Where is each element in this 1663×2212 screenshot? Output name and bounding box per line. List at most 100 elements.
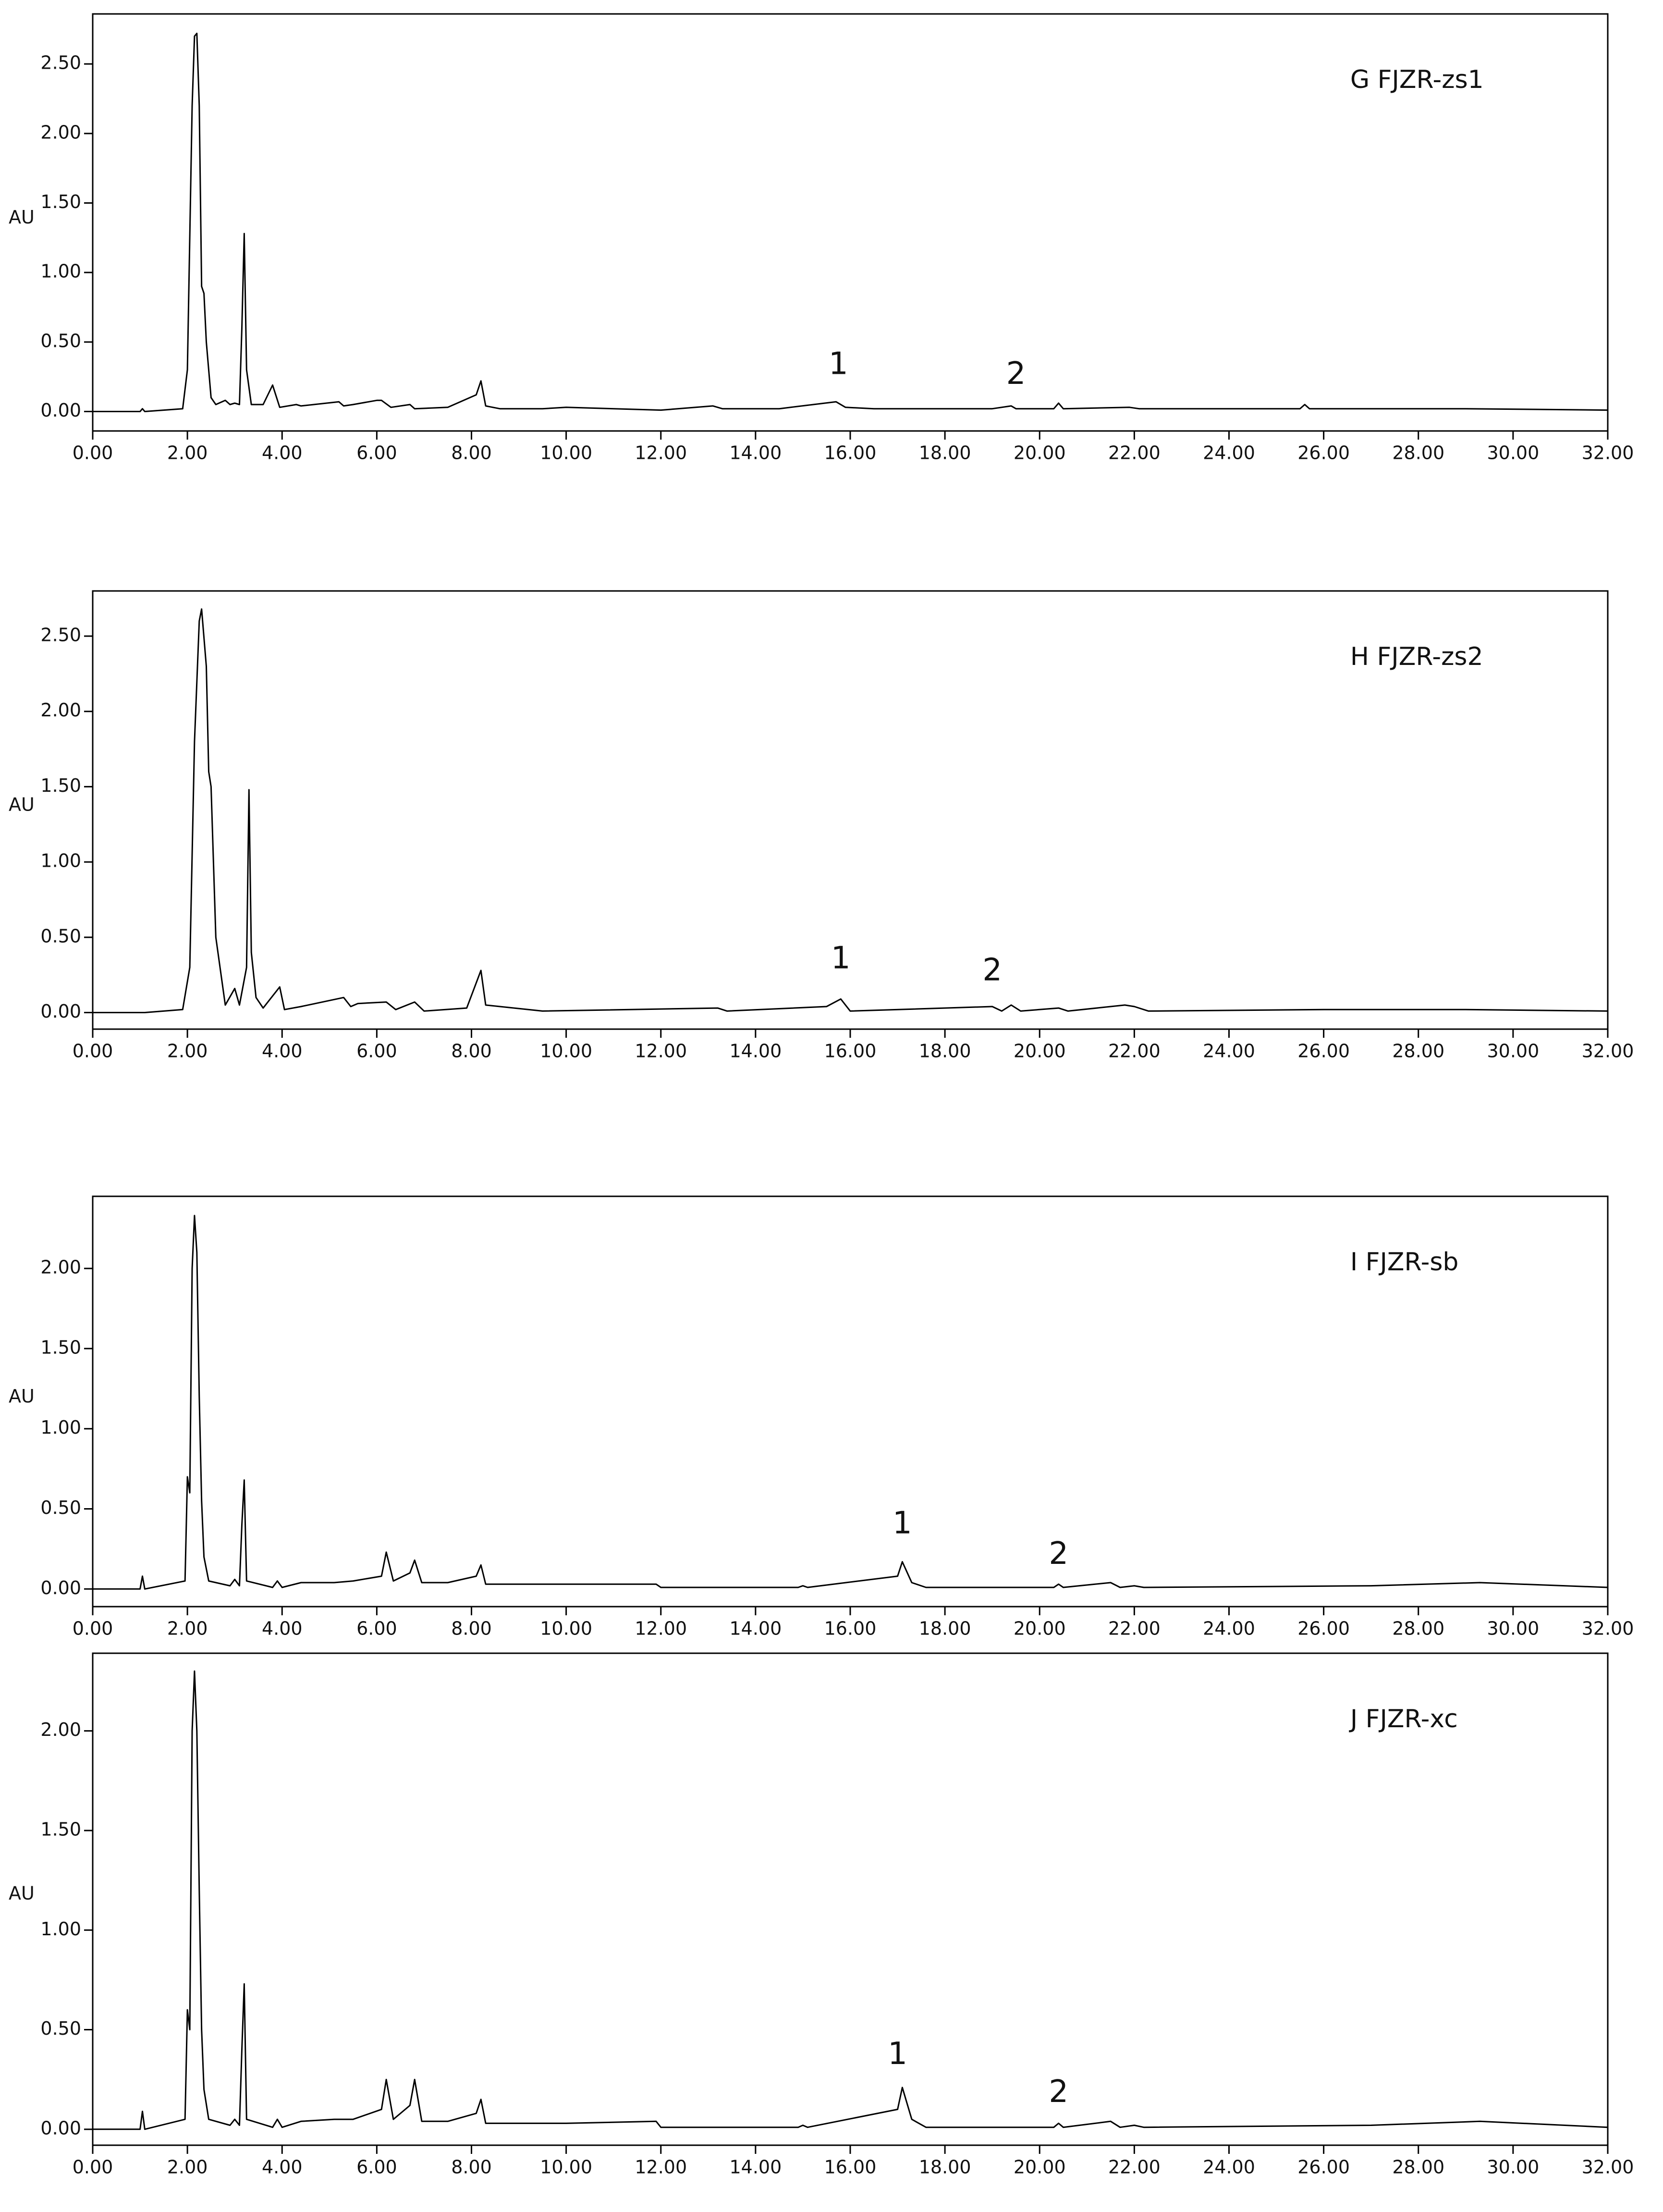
y-tick-label: 0.00 [40,2117,81,2138]
x-tick-label: 14.00 [729,2157,782,2178]
x-tick-label: 10.00 [540,1618,592,1639]
x-tick-label: 0.00 [73,442,113,464]
y-tick-label: 0.50 [40,1497,81,1518]
y-axis-label: AU [9,1882,35,1904]
x-tick-label: 4.00 [262,1618,303,1639]
x-tick-label: 6.00 [356,442,397,464]
peak-label: 1 [888,2036,907,2072]
y-tick-label: 1.50 [40,775,81,796]
x-tick-label: 0.00 [73,1618,113,1639]
x-tick-label: 12.00 [635,1618,687,1639]
x-tick-label: 18.00 [919,1041,971,1062]
x-tick-label: 26.00 [1297,1041,1350,1062]
y-tick-label: 2.00 [40,700,81,721]
x-tick-label: 18.00 [919,442,971,464]
peak-label: 2 [1006,356,1026,392]
x-tick-label: 2.00 [167,1618,208,1639]
y-tick-label: 2.00 [40,1257,81,1278]
x-tick-label: 10.00 [540,2157,592,2178]
y-tick-label: 0.00 [40,400,81,421]
x-tick-label: 18.00 [919,1618,971,1639]
y-axis-label: AU [9,794,35,815]
x-tick-label: 14.00 [729,1041,782,1062]
y-tick-label: 2.50 [40,52,81,74]
x-tick-label: 22.00 [1108,2157,1161,2178]
x-tick-label: 20.00 [1014,1041,1066,1062]
y-tick-label: 2.00 [40,1719,81,1740]
x-tick-label: 12.00 [635,2157,687,2178]
y-tick-label: 0.00 [40,1001,81,1022]
trace [93,33,1608,412]
y-axis-label: AU [9,207,35,228]
x-tick-label: 12.00 [635,442,687,464]
y-tick-label: 0.50 [40,2018,81,2039]
x-tick-label: 4.00 [262,442,303,464]
x-tick-label: 22.00 [1108,1618,1161,1639]
y-tick-label: 1.50 [40,1819,81,1840]
x-tick-label: 4.00 [262,2157,303,2178]
peak-label: 2 [1049,2074,1068,2110]
x-tick-label: 28.00 [1392,1618,1444,1639]
x-tick-label: 22.00 [1108,1041,1161,1062]
x-tick-label: 24.00 [1203,442,1255,464]
x-tick-label: 30.00 [1487,2157,1539,2178]
trace [93,1670,1608,2130]
peak-label: 1 [893,1505,912,1541]
x-tick-label: 26.00 [1297,1618,1350,1639]
x-tick-label: 32.00 [1582,442,1634,464]
x-tick-label: 8.00 [451,2157,492,2178]
x-tick-label: 20.00 [1014,1618,1066,1639]
y-tick-label: 1.50 [40,191,81,212]
x-tick-label: 28.00 [1392,2157,1444,2178]
y-tick-label: 0.50 [40,925,81,946]
x-tick-label: 6.00 [356,2157,397,2178]
panel-title: J FJZR-xc [1349,1705,1458,1733]
x-tick-label: 16.00 [824,1618,877,1639]
panel-title: H FJZR-zs2 [1350,642,1483,671]
y-tick-label: 1.00 [40,261,81,282]
x-tick-label: 0.00 [73,1041,113,1062]
y-tick-label: 2.50 [40,625,81,646]
x-tick-label: 4.00 [262,1041,303,1062]
x-tick-label: 6.00 [356,1618,397,1639]
y-tick-label: 1.00 [40,1918,81,1940]
x-tick-label: 24.00 [1203,1618,1255,1639]
y-axis-label: AU [9,1386,35,1407]
x-tick-label: 2.00 [167,1041,208,1062]
x-tick-label: 8.00 [451,1041,492,1062]
y-tick-label: 0.50 [40,330,81,351]
peak-label: 2 [982,952,1002,988]
peak-label: 1 [829,346,848,382]
x-tick-label: 26.00 [1297,2157,1350,2178]
x-tick-label: 32.00 [1582,2157,1634,2178]
panel-title: G FJZR-zs1 [1350,65,1484,94]
x-tick-label: 14.00 [729,442,782,464]
x-tick-label: 20.00 [1014,442,1066,464]
x-tick-label: 16.00 [824,1041,877,1062]
trace [93,608,1608,1013]
x-tick-label: 10.00 [540,1041,592,1062]
x-tick-label: 0.00 [73,2157,113,2178]
x-tick-label: 8.00 [451,1618,492,1639]
x-tick-label: 26.00 [1297,442,1350,464]
panel-title: I FJZR-sb [1350,1248,1459,1277]
y-tick-label: 1.00 [40,850,81,872]
peak-label: 1 [831,940,851,976]
y-tick-label: 1.00 [40,1417,81,1438]
x-tick-label: 16.00 [824,2157,877,2178]
x-tick-label: 12.00 [635,1041,687,1062]
x-tick-label: 28.00 [1392,1041,1444,1062]
x-tick-label: 22.00 [1108,442,1161,464]
x-tick-label: 16.00 [824,442,877,464]
x-tick-label: 6.00 [356,1041,397,1062]
x-tick-label: 10.00 [540,442,592,464]
x-tick-label: 2.00 [167,442,208,464]
x-tick-label: 30.00 [1487,442,1539,464]
x-tick-label: 30.00 [1487,1041,1539,1062]
x-tick-label: 32.00 [1582,1618,1634,1639]
x-tick-label: 24.00 [1203,1041,1255,1062]
x-tick-label: 18.00 [919,2157,971,2178]
x-tick-label: 8.00 [451,442,492,464]
